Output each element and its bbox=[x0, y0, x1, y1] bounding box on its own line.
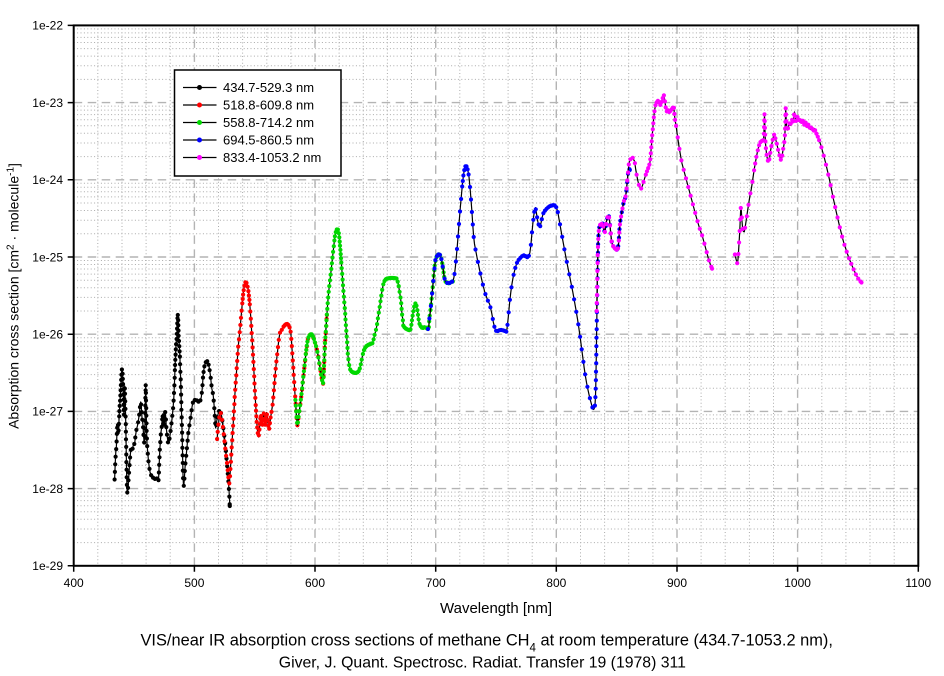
svg-text:558.8-714.2 nm: 558.8-714.2 nm bbox=[223, 115, 314, 130]
svg-text:1e-28: 1e-28 bbox=[32, 482, 63, 496]
svg-text:Absorption cross section [cm2: Absorption cross section [cm2 · molecule… bbox=[5, 163, 22, 429]
svg-text:694.5-860.5 nm: 694.5-860.5 nm bbox=[223, 133, 314, 148]
svg-text:1e-27: 1e-27 bbox=[32, 405, 63, 419]
svg-text:833.4-1053.2 nm: 833.4-1053.2 nm bbox=[223, 150, 321, 165]
svg-text:800: 800 bbox=[546, 576, 566, 590]
svg-text:1e-22: 1e-22 bbox=[32, 19, 63, 33]
svg-text:518.8-609.8 nm: 518.8-609.8 nm bbox=[223, 98, 314, 113]
svg-text:1e-23: 1e-23 bbox=[32, 96, 63, 110]
svg-text:VIS/near IR absorption cross s: VIS/near IR absorption cross sections of… bbox=[141, 632, 833, 655]
svg-text:1e-26: 1e-26 bbox=[32, 328, 63, 342]
svg-text:1000: 1000 bbox=[784, 576, 811, 590]
svg-text:1100: 1100 bbox=[905, 576, 931, 590]
svg-text:400: 400 bbox=[64, 576, 84, 590]
svg-text:900: 900 bbox=[667, 576, 687, 590]
svg-text:434.7-529.3 nm: 434.7-529.3 nm bbox=[223, 80, 314, 95]
svg-text:Giver, J. Quant. Spectrosc. Ra: Giver, J. Quant. Spectrosc. Radiat. Tran… bbox=[279, 655, 686, 672]
svg-text:Wavelength [nm]: Wavelength [nm] bbox=[440, 600, 552, 617]
svg-text:1e-25: 1e-25 bbox=[32, 250, 63, 264]
svg-text:500: 500 bbox=[184, 576, 204, 590]
svg-text:700: 700 bbox=[426, 576, 446, 590]
svg-text:1e-24: 1e-24 bbox=[32, 173, 63, 187]
svg-text:600: 600 bbox=[305, 576, 325, 590]
svg-text:1e-29: 1e-29 bbox=[32, 559, 63, 573]
